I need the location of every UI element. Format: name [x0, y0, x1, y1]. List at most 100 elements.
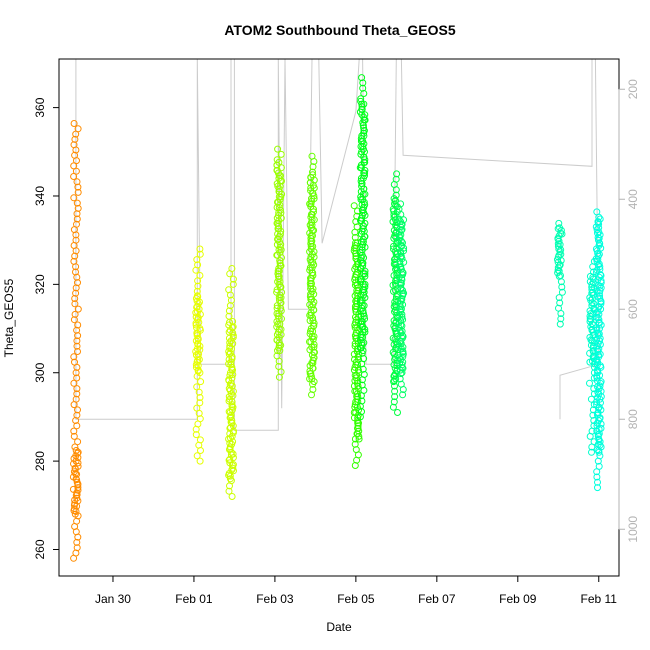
data-point: [309, 163, 317, 171]
data-point: [74, 305, 82, 313]
data-point: [354, 207, 361, 215]
x-tick-label: Feb 07: [418, 592, 456, 606]
data-point: [595, 435, 603, 443]
data-point: [273, 352, 281, 360]
data-point: [73, 478, 81, 486]
data-point: [72, 369, 80, 377]
data-point: [593, 361, 601, 369]
data-point: [399, 271, 407, 279]
data-point: [274, 270, 282, 278]
data-point: [70, 141, 78, 149]
data-point: [396, 375, 404, 383]
data-point: [193, 452, 201, 460]
flight-series-12: [592, 208, 605, 492]
data-point: [74, 438, 82, 446]
data-point: [309, 335, 317, 343]
data-point: [355, 427, 363, 435]
data-point: [357, 95, 365, 103]
data-point: [274, 312, 282, 320]
data-point: [73, 215, 81, 223]
data-point: [395, 215, 403, 223]
data-point: [70, 194, 78, 202]
data-point: [555, 304, 562, 312]
data-point: [307, 224, 315, 232]
data-point: [594, 261, 602, 269]
data-point: [360, 132, 368, 140]
data-point: [307, 200, 315, 208]
data-point: [72, 447, 80, 454]
data-point: [361, 272, 369, 280]
data-point: [350, 202, 358, 210]
data-point: [74, 204, 82, 212]
y-tick-label: 280: [33, 451, 47, 471]
data-point: [554, 258, 562, 266]
data-point: [358, 381, 366, 389]
data-point: [360, 312, 368, 320]
x-tick-label: Jan 30: [95, 592, 131, 606]
data-point: [597, 300, 605, 308]
data-point: [196, 457, 204, 465]
data-point: [596, 265, 604, 273]
data-point: [193, 256, 201, 264]
data-point: [70, 316, 78, 324]
data-point: [558, 283, 566, 291]
data-point: [309, 272, 317, 279]
data-point: [555, 294, 563, 302]
data-point: [193, 383, 201, 391]
data-point: [556, 224, 564, 232]
data-point: [274, 182, 282, 190]
flight-series-2: [192, 245, 205, 465]
data-point: [393, 170, 401, 178]
data-point: [73, 422, 81, 430]
data-point: [357, 97, 365, 105]
data-point: [72, 236, 80, 244]
flight-series-11: [586, 257, 598, 456]
data-point: [389, 403, 397, 411]
data-point: [390, 245, 397, 253]
data-point: [554, 269, 562, 277]
data-point: [197, 378, 205, 386]
data-point: [352, 255, 360, 263]
data-point: [72, 289, 80, 297]
data-point: [74, 486, 82, 494]
data-point: [226, 302, 234, 310]
data-point: [590, 385, 598, 393]
data-point: [70, 353, 78, 361]
data-point: [586, 272, 594, 280]
data-point: [350, 366, 358, 374]
data-point: [361, 270, 369, 278]
data-point: [70, 257, 78, 265]
x-tick-label: Feb 05: [337, 592, 375, 606]
data-point: [228, 265, 236, 272]
data-point: [71, 295, 79, 302]
data-point: [226, 455, 234, 463]
y-tick-label: 260: [33, 539, 47, 559]
data-point: [228, 406, 236, 414]
data-point: [193, 297, 201, 305]
flight-series-1: [69, 120, 82, 562]
data-point: [70, 120, 78, 127]
data-point: [71, 135, 79, 143]
data-point: [596, 452, 604, 460]
data-point: [360, 127, 368, 135]
data-point: [594, 484, 601, 492]
data-point: [275, 158, 283, 166]
data-point: [276, 296, 283, 304]
data-point: [399, 353, 407, 361]
data-point: [360, 291, 368, 299]
data-point: [74, 459, 82, 467]
data-point: [354, 382, 362, 390]
data-point: [71, 358, 78, 366]
data-point: [310, 322, 318, 330]
flight-series-7: [356, 74, 369, 421]
y2-tick-label: 800: [626, 409, 640, 429]
data-point: [74, 183, 82, 191]
data-point: [360, 124, 368, 132]
data-point: [196, 245, 204, 253]
data-point: [73, 544, 81, 552]
data-point: [226, 339, 234, 347]
data-point: [397, 380, 405, 388]
data-point: [356, 299, 364, 307]
